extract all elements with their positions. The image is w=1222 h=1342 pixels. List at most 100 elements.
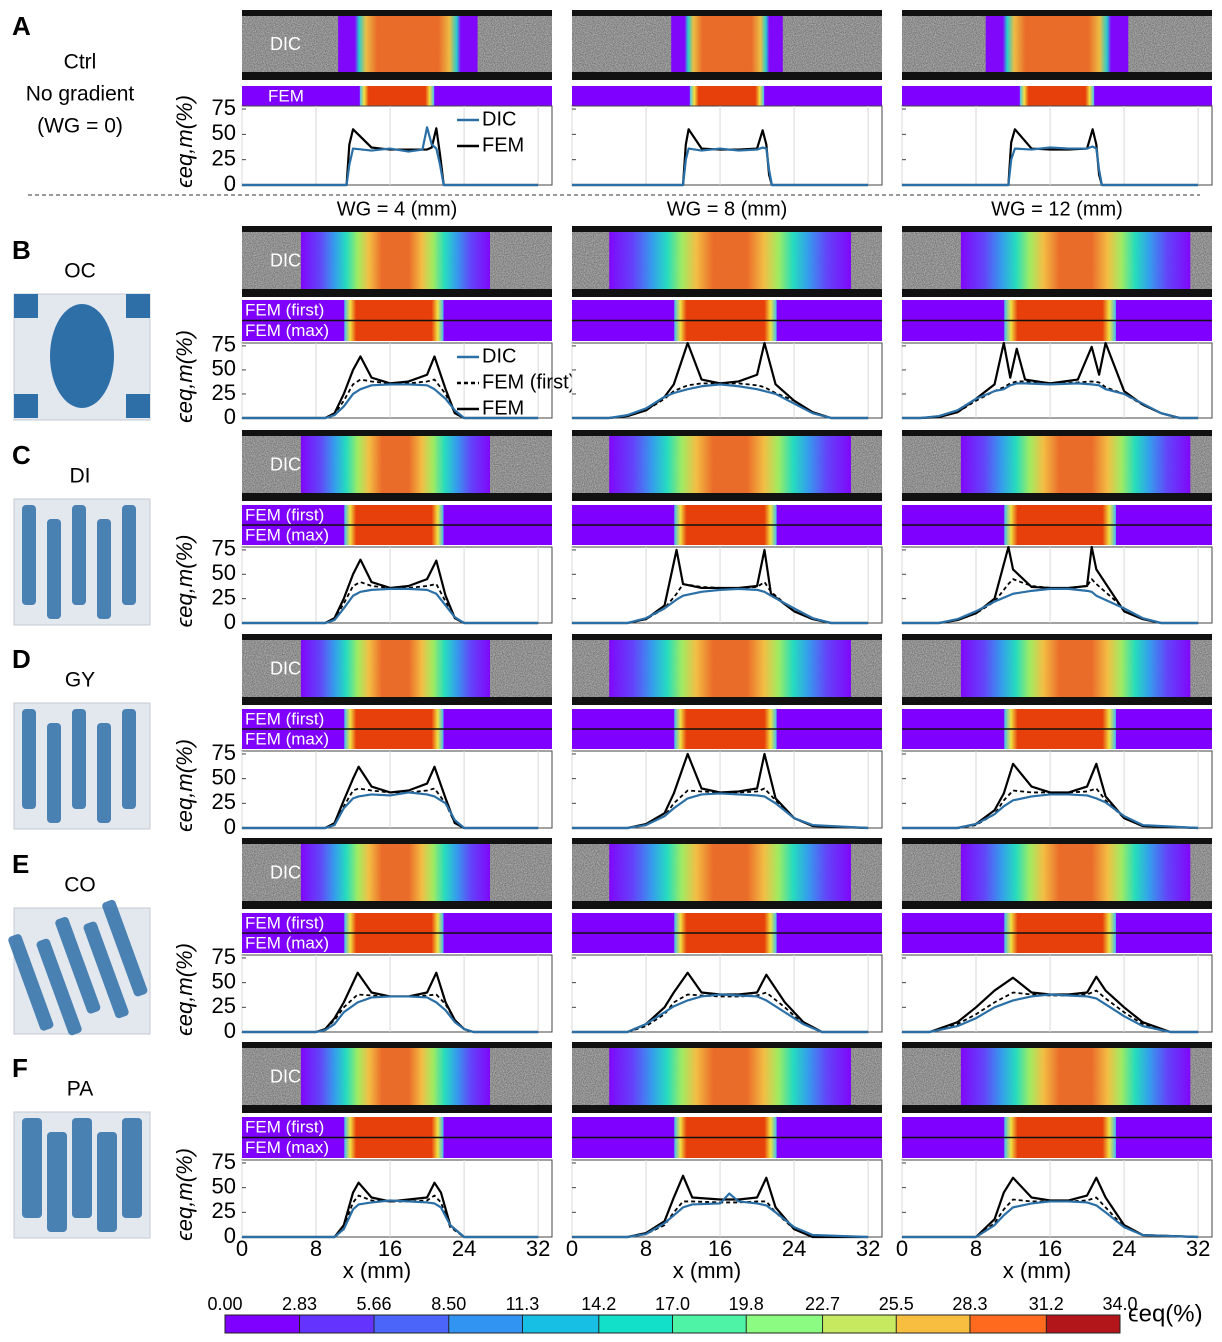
dic-strain-band — [609, 640, 851, 699]
dic-strain-band — [961, 436, 1190, 495]
row-label: GY — [65, 669, 95, 692]
y-axis-label: ϵeq,m(%) — [172, 1148, 197, 1241]
strip-label: FEM — [268, 86, 304, 105]
y-tick-label: 75 — [212, 95, 236, 120]
icon-shape — [14, 294, 38, 318]
y-tick-label: 75 — [212, 740, 236, 765]
column-header: WG = 4 (mm) — [337, 198, 458, 220]
specimen-edge — [902, 493, 1212, 501]
y-tick-label: 0 — [224, 171, 236, 196]
x-axis-label: x (mm) — [343, 1258, 411, 1283]
row-label: DI — [70, 465, 91, 488]
strip-label: DIC — [270, 250, 301, 270]
strip-label: DIC — [270, 658, 301, 678]
row-label: Ctrl — [64, 51, 97, 74]
plot-frame — [902, 106, 1212, 185]
x-tick-label: 0 — [896, 1236, 908, 1261]
specimen-edge — [572, 226, 882, 232]
column-header: WG = 12 (mm) — [991, 198, 1123, 220]
y-axis-label: ϵeq,m(%) — [172, 330, 197, 423]
row-letter: A — [12, 11, 31, 41]
plot-frame — [902, 751, 1212, 828]
fem-strain — [690, 86, 764, 106]
legend-label: FEM — [482, 397, 524, 419]
specimen-edge — [902, 72, 1212, 80]
specimen-edge — [572, 901, 882, 909]
colorbar-tick-label: 25.5 — [879, 1294, 914, 1314]
colorbar-segment — [374, 1315, 449, 1333]
row-letter: E — [12, 849, 29, 879]
fem-strain — [1020, 86, 1094, 106]
y-tick-label: 25 — [212, 1198, 236, 1223]
y-tick-label: 0 — [224, 404, 236, 429]
icon-shape — [50, 304, 114, 408]
dic-strain-band — [961, 640, 1190, 699]
x-tick-label: 32 — [1186, 1236, 1210, 1261]
dic-strain-band — [609, 436, 851, 495]
colorbar-segment — [896, 1315, 970, 1333]
colorbar-label: ϵeq(%) — [1128, 1300, 1203, 1327]
strip-label: FEM (max) — [245, 321, 329, 340]
specimen-edge — [242, 226, 552, 232]
y-axis-label: ϵeq,m(%) — [172, 943, 197, 1036]
icon-shape — [97, 723, 111, 823]
y-axis-label: ϵeq,m(%) — [172, 739, 197, 832]
legend-label: DIC — [482, 345, 516, 367]
colorbar-tick-label: 14.2 — [581, 1294, 616, 1314]
colorbar-segment — [823, 1315, 897, 1333]
specimen-edge — [242, 901, 552, 909]
row-label: (WG = 0) — [37, 115, 123, 138]
plot-frame — [902, 343, 1212, 418]
column-header: WG = 8 (mm) — [667, 198, 788, 220]
plot-frame — [902, 1160, 1212, 1237]
strip-label: FEM (max) — [245, 525, 329, 544]
icon-shape — [22, 505, 36, 605]
strip-label: FEM (max) — [245, 729, 329, 748]
x-tick-label: 8 — [310, 1236, 322, 1261]
colorbar-segment — [225, 1315, 299, 1333]
legend-label: FEM (first) — [482, 371, 575, 393]
x-tick-label: 0 — [566, 1236, 578, 1261]
icon-shape — [122, 505, 136, 605]
figure: ACtrlNo gradient(WG = 0)BOCCDIDGYECOFPAW… — [0, 0, 1222, 1337]
dic-strain-band — [609, 1048, 851, 1107]
dic-strain-band — [338, 16, 478, 74]
strip-label: DIC — [270, 1066, 301, 1086]
y-tick-label: 50 — [212, 560, 236, 585]
icon-shape — [72, 1118, 92, 1218]
icon-shape — [122, 1118, 142, 1218]
colorbar-segment — [1046, 1315, 1120, 1333]
strip-label: FEM (max) — [245, 933, 329, 952]
specimen-edge — [572, 1105, 882, 1113]
x-axis-label: x (mm) — [673, 1258, 741, 1283]
specimen-edge — [902, 901, 1212, 909]
icon-shape — [97, 519, 111, 619]
strip-label: FEM (max) — [245, 1138, 329, 1157]
y-tick-label: 25 — [212, 145, 236, 170]
x-tick-label: 0 — [236, 1236, 248, 1261]
colorbar-tick-label: 22.7 — [805, 1294, 840, 1314]
dic-strain-band — [301, 844, 490, 903]
dic-strain-band — [961, 844, 1190, 903]
specimen-edge — [572, 72, 882, 80]
dic-strain-band — [961, 232, 1190, 291]
colorbar-segment — [673, 1315, 747, 1333]
dic-strain-band — [301, 232, 490, 291]
dic-strain-band — [301, 640, 490, 699]
x-tick-label: 24 — [782, 1236, 806, 1261]
icon-shape — [22, 709, 36, 809]
colorbar-segment — [299, 1315, 373, 1333]
specimen-edge — [572, 10, 882, 16]
icon-shape — [47, 1132, 67, 1232]
x-tick-label: 8 — [640, 1236, 652, 1261]
fem-strain — [360, 86, 434, 106]
x-axis-label: x (mm) — [1003, 1258, 1071, 1283]
y-tick-label: 75 — [212, 332, 236, 357]
plot-frame — [242, 547, 552, 623]
plot-frame — [572, 751, 882, 828]
icon-shape — [97, 1132, 117, 1232]
colorbar-tick-label: 31.2 — [1029, 1294, 1064, 1314]
icon-shape — [72, 505, 86, 605]
specimen-edge — [242, 430, 552, 436]
icon-shape — [72, 709, 86, 809]
